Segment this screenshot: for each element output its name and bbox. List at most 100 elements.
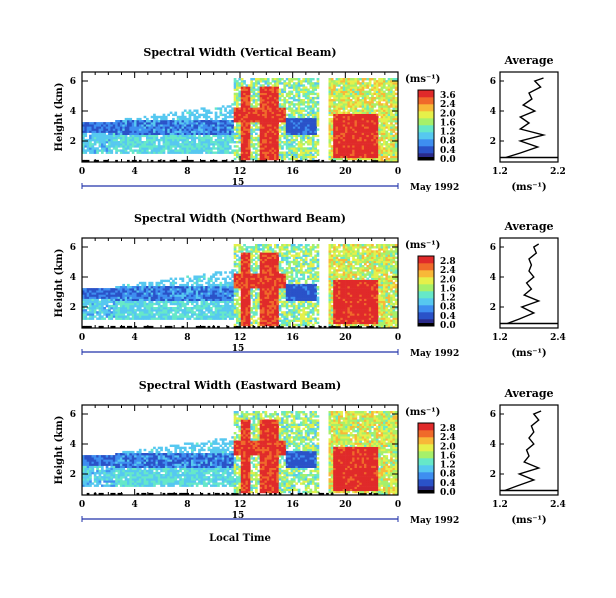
heat-cell [247,153,251,156]
heat-cell [392,143,396,146]
heat-cell [281,103,284,106]
heat-cell [352,130,355,133]
heat-cell [345,134,348,138]
heat-cell [82,147,85,150]
heat-cell [231,122,234,125]
heat-cell [361,153,365,156]
average-x-tick-label: 2.2 [550,167,566,177]
heat-cell [207,122,211,125]
heat-cell [259,107,263,110]
heat-cell [394,128,398,131]
heat-cell [210,294,213,297]
heat-cell [181,113,185,117]
heat-cell [219,134,223,138]
heat-cell [328,153,332,156]
heat-cell [240,302,244,306]
heat-cell [262,113,265,117]
heat-cell [226,128,230,131]
heat-cell [186,145,189,148]
heat-cell [240,283,244,287]
heat-cell [378,124,381,127]
heat-cell [378,126,381,129]
heat-cell [375,149,379,152]
heat-cell [383,94,386,98]
heat-cell [255,286,258,289]
heat-cell [247,86,251,89]
heat-cell [162,124,166,127]
heat-cell [366,96,370,100]
heat-cell [207,109,211,112]
heat-cell [115,315,118,318]
heat-cell [290,117,294,121]
heat-cell [103,130,106,133]
heat-cell [131,309,135,312]
heat-cell [375,92,379,96]
heat-cell [371,101,374,104]
heat-cell [176,134,180,138]
heat-cell [368,84,372,87]
heat-cell [198,311,201,314]
heat-cell [150,313,154,316]
heat-cell [221,143,225,146]
heat-cell [390,143,393,146]
heat-cell [217,151,220,154]
heat-cell [349,105,353,108]
heat-cell [252,157,256,161]
heat-cell [167,122,170,125]
heat-cell [356,124,360,127]
heat-cell [238,275,242,278]
heat-cell [271,147,275,150]
heat-cell [364,105,367,108]
heat-cell [259,256,263,259]
heat-cell [335,115,339,119]
heat-cell [304,136,308,140]
heat-cell [167,124,170,127]
heat-cell [233,103,237,106]
heat-cell [304,113,308,117]
heat-cell [359,141,362,144]
heat-cell [162,159,166,163]
heat-cell [164,145,168,148]
heat-cell [347,126,351,129]
heat-cell [191,311,194,314]
heat-cell [112,302,116,306]
heat-cell [214,309,218,312]
heat-cell [380,78,384,81]
heat-cell [247,304,251,308]
heat-cell [160,145,163,148]
heat-cell [359,143,362,146]
heat-cell [181,311,185,314]
heat-cell [252,294,256,297]
heat-cell [309,151,313,154]
heat-cell [233,256,237,259]
heat-cell [89,304,92,308]
heat-cell [210,307,213,310]
heat-cell [110,288,114,291]
heat-cell [164,311,168,314]
heat-cell [231,300,234,304]
heat-cell [288,134,291,138]
heat-cell [361,147,365,150]
heat-cell [138,147,142,150]
heat-cell [153,151,156,154]
heat-cell [134,138,137,142]
heat-cell [368,117,372,121]
heat-cell [176,149,180,152]
heat-cell [309,153,313,156]
heat-cell [179,298,182,301]
heat-cell [238,260,242,264]
heat-cell [316,111,320,114]
heat-cell [96,294,99,297]
heat-cell [236,300,239,304]
heat-cell [359,109,362,112]
heat-cell [181,309,185,312]
heat-cell [333,149,336,152]
heat-cell [295,134,298,138]
heat-cell [127,313,130,316]
heat-cell [243,273,246,276]
heat-cell [150,159,154,163]
heat-cell [292,105,296,108]
heat-cell [247,145,251,148]
heat-cell [245,321,249,325]
heat-cell [292,138,296,142]
